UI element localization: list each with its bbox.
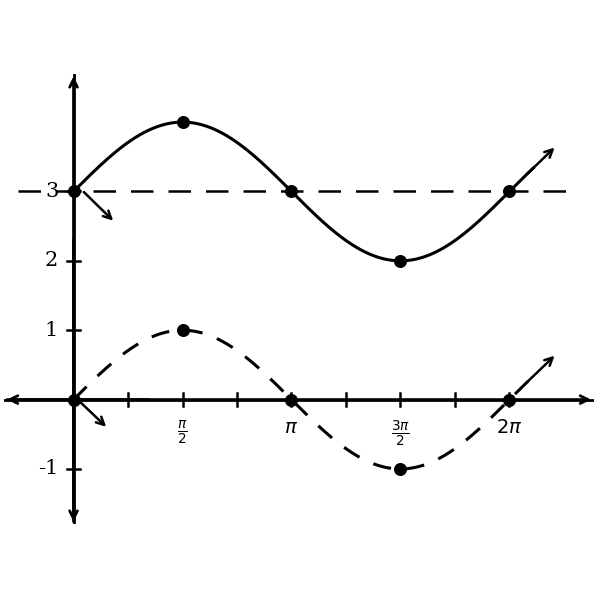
Text: 3: 3 (45, 182, 58, 201)
Point (505, 187, 514, 196)
Point (396, 256, 405, 266)
Text: $\frac{3\pi}{2}$: $\frac{3\pi}{2}$ (391, 419, 410, 449)
Point (396, 464, 405, 474)
Point (69, 187, 78, 196)
Point (505, 395, 514, 404)
Point (69, 395, 78, 404)
Text: $\frac{\pi}{2}$: $\frac{\pi}{2}$ (177, 419, 188, 447)
Text: $2\pi$: $2\pi$ (496, 419, 523, 437)
Text: 1: 1 (45, 321, 58, 340)
Point (178, 117, 187, 127)
Point (286, 395, 296, 404)
Text: $\pi$: $\pi$ (285, 419, 298, 437)
Text: -1: -1 (38, 459, 58, 478)
Point (286, 187, 296, 196)
Point (178, 325, 187, 335)
Text: 2: 2 (45, 251, 58, 270)
